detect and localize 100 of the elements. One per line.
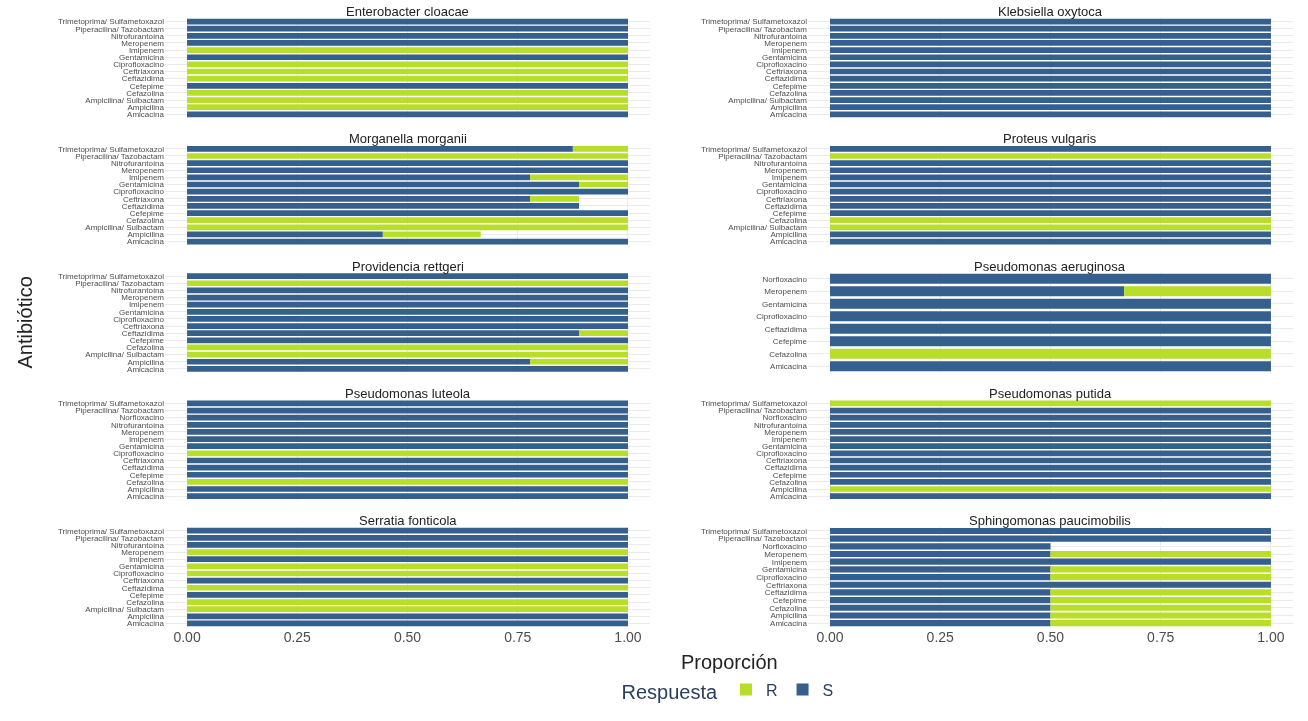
y-tick-label: Trimetoprima/ Sulfametoxazol bbox=[700, 526, 808, 536]
y-tick-label: Cefepime bbox=[772, 337, 808, 347]
y-tick-label: Ceftriaxona bbox=[123, 194, 165, 204]
y-tick-label: Piperacilina/ Tazobactam bbox=[75, 406, 165, 416]
y-tick-label: Ampicilina bbox=[127, 612, 165, 622]
y-tick-label: Gentamicina bbox=[762, 180, 808, 190]
y-tick-label: Imipenem bbox=[771, 173, 808, 183]
y-tick-label: Ampicilina bbox=[770, 611, 808, 621]
y-tick-label: Nitrofurantoína bbox=[754, 31, 808, 41]
y-tick-label: Ciprofloxacino bbox=[113, 314, 165, 324]
x-tick-label: 1.00 bbox=[1257, 629, 1285, 645]
y-tick-label: Ceftriaxona bbox=[123, 67, 165, 77]
y-tick-label: Ciprofloxacino bbox=[113, 60, 165, 70]
y-tick-label: Gentamicina bbox=[119, 307, 165, 317]
y-tick-label: Amicacina bbox=[770, 110, 808, 120]
y-tick-label: Meropenem bbox=[121, 293, 165, 303]
x-tick-label: 0.25 bbox=[283, 629, 312, 645]
y-tick-label: Gentamicina bbox=[119, 180, 165, 190]
chart-title: Enterobacter cloacae bbox=[346, 4, 469, 19]
y-axis-title: Antibiótico bbox=[13, 276, 36, 369]
y-tick-label: Nitrofurantoína bbox=[754, 420, 808, 430]
y-tick-label: Gentamicina bbox=[762, 442, 808, 452]
y-tick-label: Amicacina bbox=[770, 361, 808, 371]
chart-title: Sphingomonas paucimobilis bbox=[969, 513, 1132, 528]
y-tick-label: Piperacilina/ Tazobactam bbox=[75, 24, 165, 34]
chart-title: Klebsiella oxytoca bbox=[998, 4, 1103, 19]
y-tick-label: Norfloxacino bbox=[762, 413, 808, 423]
y-tick-label: Ceftazidima bbox=[764, 74, 808, 84]
y-tick-label: Trimetoprima/ Sulfametoxazol bbox=[58, 17, 165, 27]
y-tick-label: Amicacina bbox=[770, 618, 808, 628]
y-tick-label: Gentamicina bbox=[119, 562, 165, 572]
y-tick-label: Nitrofurantoína bbox=[111, 31, 165, 41]
y-tick-label: Meropenem bbox=[764, 549, 808, 559]
y-tick-label: Ceftriaxona bbox=[123, 576, 165, 586]
y-tick-label: Ampicilina bbox=[770, 102, 808, 112]
bar bbox=[530, 195, 580, 202]
y-tick-label: Ampicilina bbox=[127, 230, 165, 240]
y-tick-label: Gentamicina bbox=[762, 299, 808, 309]
y-tick-label: Trimetoprima/ Sulfametoxazol bbox=[700, 399, 808, 409]
chart-title: Serratia fonticola bbox=[359, 513, 458, 528]
y-tick-label: Cefepime bbox=[772, 595, 808, 605]
y-tick-label: Amicacina bbox=[127, 619, 165, 629]
y-tick-label: Ceftazidima bbox=[121, 201, 165, 211]
y-tick-label: Piperacilina/ Tazobactam bbox=[718, 534, 808, 544]
y-tick-label: Ceftazidima bbox=[764, 324, 808, 334]
chart-title: Pseudomonas luteola bbox=[345, 386, 471, 401]
y-tick-label: Imipenem bbox=[128, 300, 165, 310]
y-tick-label: Nitrofurantoína bbox=[111, 286, 165, 296]
legend-label: S bbox=[822, 681, 834, 699]
y-tick-label: Ciprofloxacino bbox=[113, 449, 165, 459]
x-tick-label: 0.00 bbox=[816, 629, 844, 645]
y-tick-label: Ampicilina bbox=[127, 102, 165, 112]
chart-title: Pseudomonas putida bbox=[989, 386, 1112, 401]
y-tick-label: Norfloxacino bbox=[762, 274, 808, 284]
y-tick-label: Ciprofloxacino bbox=[756, 187, 808, 197]
y-tick-label: Gentamicina bbox=[119, 53, 165, 63]
y-tick-label: Ciprofloxacino bbox=[756, 449, 808, 459]
y-tick-label: Norfloxacino bbox=[762, 542, 808, 552]
y-tick-label: Ceftriaxona bbox=[766, 194, 808, 204]
x-tick-label: 0.50 bbox=[1036, 629, 1065, 645]
y-tick-label: Imipenem bbox=[128, 173, 165, 183]
y-tick-label: Amicacina bbox=[127, 110, 165, 120]
y-tick-label: Ciprofloxacino bbox=[113, 569, 165, 579]
y-tick-label: Piperacilina/ Tazobactam bbox=[718, 24, 808, 34]
chart-title: Proteus vulgaris bbox=[1003, 131, 1097, 146]
y-tick-label: Ceftazidima bbox=[121, 463, 165, 473]
y-tick-label: Cefazolina bbox=[769, 349, 808, 359]
y-tick-label: Meropenem bbox=[764, 287, 808, 297]
y-tick-label: Ciprofloxacino bbox=[113, 187, 165, 197]
x-tick-label: 0.75 bbox=[1147, 629, 1175, 645]
y-tick-label: Meropenem bbox=[764, 166, 808, 176]
y-tick-label: Ceftazidima bbox=[121, 583, 165, 593]
y-tick-label: Ceftazidima bbox=[764, 463, 808, 473]
y-tick-label: Cefepime bbox=[129, 336, 165, 346]
y-tick-label: Ciprofloxacino bbox=[756, 572, 808, 582]
chart-title: Pseudomonas aeruginosa bbox=[974, 259, 1126, 274]
y-tick-label: Amicacina bbox=[127, 237, 165, 247]
x-tick-label: 1.00 bbox=[614, 629, 642, 645]
bar bbox=[187, 145, 573, 152]
y-tick-label: Nitrofurantoína bbox=[754, 158, 808, 168]
x-tick-label: 0.75 bbox=[504, 629, 532, 645]
x-tick-label: 0.00 bbox=[173, 629, 201, 645]
y-tick-label: Trimetoprima/ Sulfametoxazol bbox=[700, 17, 808, 27]
y-tick-label: Nitrofurantoína bbox=[111, 420, 165, 430]
y-tick-label: Piperacilina/ Tazobactam bbox=[75, 279, 165, 289]
y-tick-label: Ampicilina bbox=[770, 230, 808, 240]
y-tick-label: Ceftazidima bbox=[764, 588, 808, 598]
y-tick-label: Ciprofloxacino bbox=[756, 312, 808, 322]
y-tick-label: Ceftriaxona bbox=[766, 456, 808, 466]
y-tick-label: Trimetoprima/ Sulfametoxazol bbox=[58, 271, 165, 281]
y-tick-label: Meropenem bbox=[121, 166, 165, 176]
y-tick-label: Trimetoprima/ Sulfametoxazol bbox=[58, 399, 165, 409]
y-tick-label: Ciprofloxacino bbox=[756, 60, 808, 70]
y-tick-label: Ampicilina/ Sulbactam bbox=[85, 223, 165, 233]
y-tick-label: Nitrofurantoína bbox=[111, 540, 165, 550]
y-tick-label: Ceftriaxona bbox=[766, 67, 808, 77]
y-tick-label: Ceftazidima bbox=[121, 329, 165, 338]
y-tick-label: Ampicilina/ Sulbactam bbox=[85, 604, 165, 614]
y-tick-label: Ceftriaxona bbox=[123, 456, 165, 466]
y-tick-label: Piperacilina/ Tazobactam bbox=[718, 406, 808, 416]
